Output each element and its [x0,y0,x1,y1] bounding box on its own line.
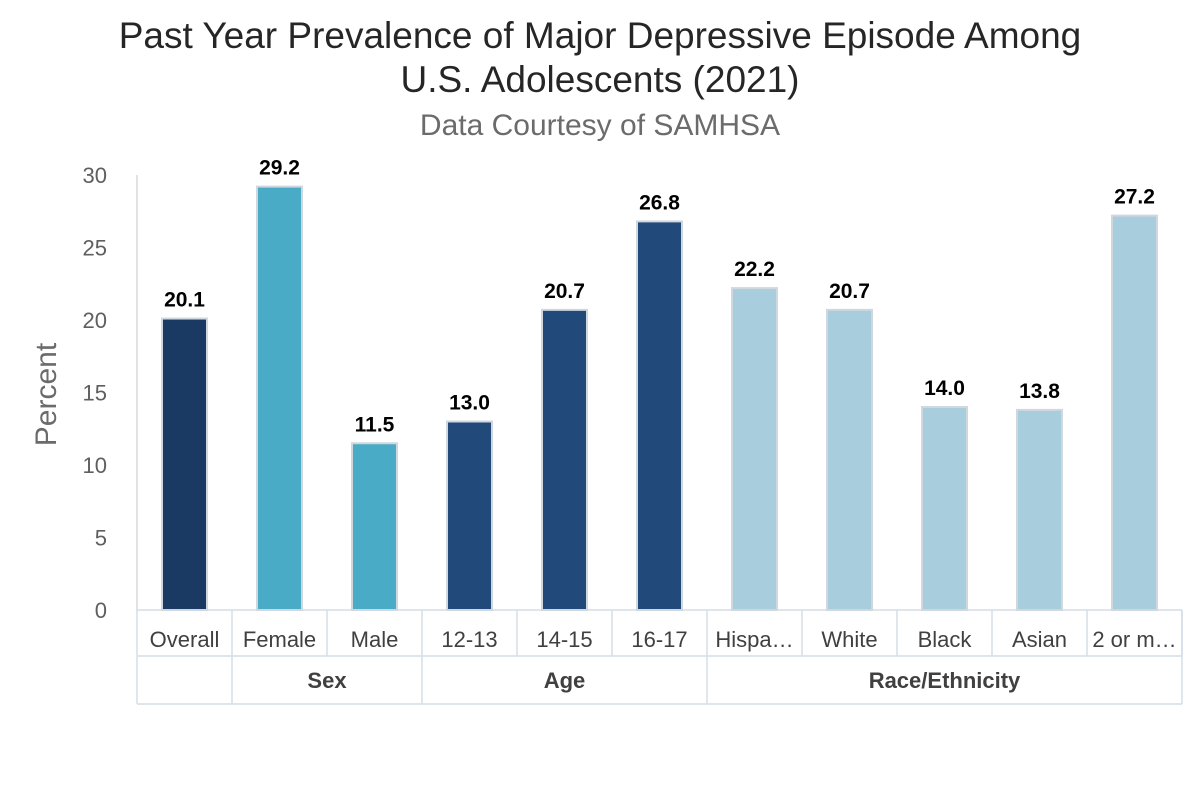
category-label: 12-13 [441,627,497,652]
bar [1016,408,1063,611]
chart-title: Past Year Prevalence of Major Depressive… [0,14,1200,102]
y-tick-label: 25 [83,236,107,261]
bar [826,308,873,611]
y-axis-label: Percent [30,342,63,446]
y-tick-label: 0 [95,598,107,623]
group-label: Sex [307,668,347,693]
data-label: 20.7 [829,280,870,303]
data-label: 14.0 [924,377,965,400]
data-label: 13.0 [449,392,490,415]
group-label: Age [544,668,586,693]
group-label: Race/Ethnicity [869,668,1021,693]
category-label: White [821,627,877,652]
bar [256,185,303,611]
bar [921,406,968,611]
y-tick-label: 20 [83,308,107,333]
y-tick-label: 30 [83,163,107,188]
y-tick-label: 15 [83,381,107,406]
chart-title-line-1: Past Year Prevalence of Major Depressive… [118,15,1082,56]
bar [446,420,493,611]
category-label: 14-15 [536,627,592,652]
category-label: Male [351,627,399,652]
chart-header: Past Year Prevalence of Major Depressive… [0,14,1200,144]
category-label: Overall [150,627,220,652]
y-tick-label: 10 [83,453,107,478]
category-label: 2 or m… [1092,627,1176,652]
category-label: Female [243,627,316,652]
data-label: 26.8 [639,191,680,214]
data-label: 27.2 [1114,186,1155,209]
data-label: 11.5 [355,413,395,436]
data-label: 22.2 [734,258,775,281]
bar [1111,214,1158,611]
bar [351,442,398,611]
data-label: 13.8 [1019,380,1060,403]
category-label: Hispa… [715,627,793,652]
category-label: Asian [1012,627,1067,652]
y-tick-label: 5 [95,526,107,551]
category-label: Black [918,627,973,652]
bar [161,317,208,611]
data-label: 29.2 [259,157,300,180]
bar [731,287,778,611]
data-label: 20.1 [164,289,205,312]
data-label: 20.7 [544,280,585,303]
category-label: 16-17 [631,627,687,652]
bar [636,220,683,611]
chart-subtitle: Data Courtesy of SAMHSA [419,109,781,142]
chart-title-line-2: U.S. Adolescents (2021) [400,59,800,100]
bar [541,308,588,611]
